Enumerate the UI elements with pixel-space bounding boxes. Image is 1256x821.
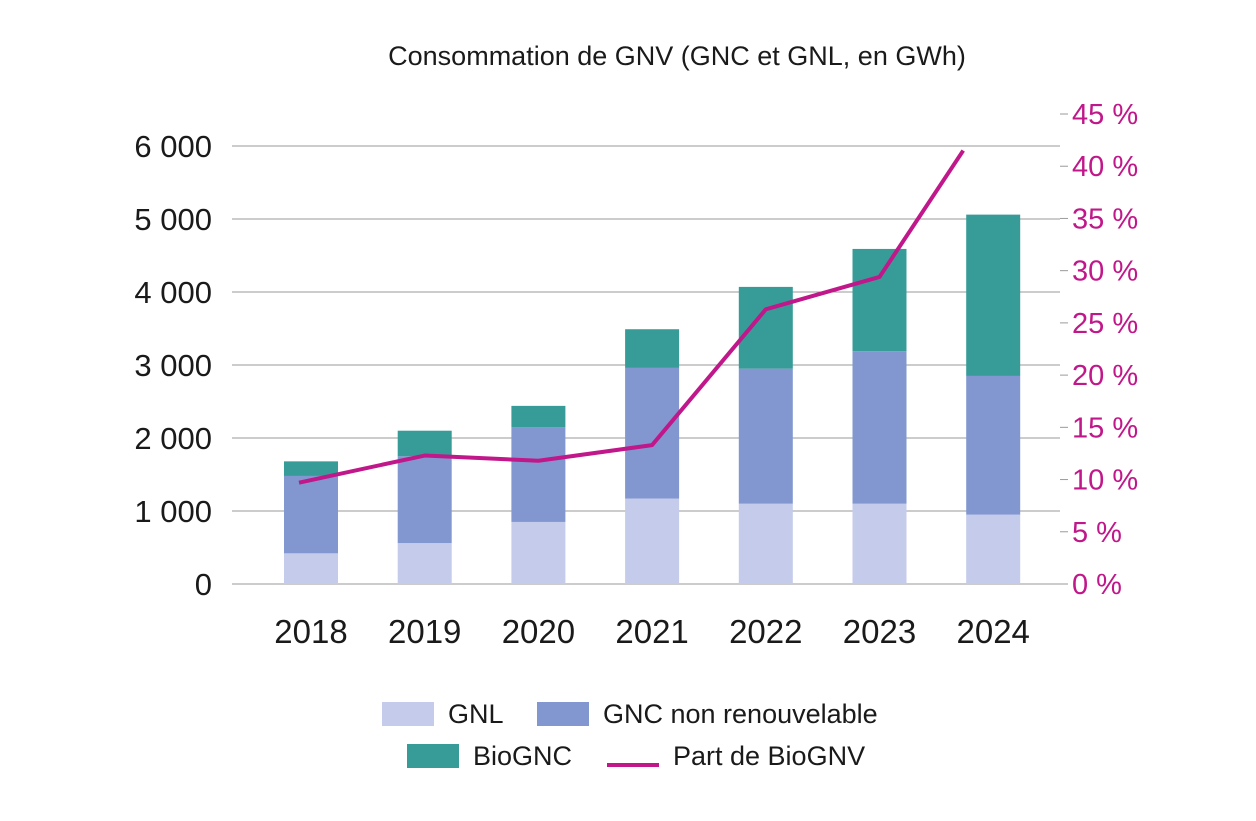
x-tick-label: 2024: [956, 613, 1029, 650]
x-axis: 2018 2019 2020 2021 2022 2023 2024: [274, 613, 1030, 650]
bar-gnc-non-renouvelable-2018: [284, 475, 338, 554]
legend-swatch-gnc-non-renouvelable: [537, 702, 589, 726]
y2-tick-label: 35 %: [1072, 203, 1138, 235]
bar-gnc-non-renouvelable-2022: [738, 368, 793, 504]
y-tick-label: 2 000: [134, 421, 212, 456]
y-axis-right: 0 % 5 % 10 % 15 % 20 % 25 % 30 % 35 % 40 % 45 %: [1060, 99, 1138, 601]
y2-tick-label: 10 %: [1072, 465, 1138, 497]
y-axis-left: 0 1 000 2 000 3 000 4 000 5 000 6 000: [134, 129, 212, 602]
bar-biognc-2021: [625, 329, 680, 368]
legend-swatch-gnl: [382, 702, 434, 726]
x-tick-label: 2020: [502, 613, 575, 650]
y-tick-label: 5 000: [134, 202, 212, 237]
bar-biognc-2024: [966, 214, 1021, 376]
y2-tick-label: 30 %: [1072, 256, 1138, 288]
x-tick-label: 2021: [615, 613, 688, 650]
y2-tick-label: 40 %: [1072, 151, 1138, 183]
bar-gnc-non-renouvelable-2020: [511, 427, 566, 522]
bar-gnl-2023: [852, 503, 907, 584]
bar-biognc-2020: [511, 405, 566, 428]
bar-gnl-2019: [397, 543, 452, 584]
y2-tick-label: 25 %: [1072, 308, 1138, 340]
bar-biognc-2022: [738, 286, 793, 369]
bar-gnl-2020: [511, 521, 566, 584]
bar-gnc-non-renouvelable-2021: [625, 367, 680, 499]
legend-label: Part de BioGNV: [673, 741, 865, 771]
y2-tick-label: 20 %: [1072, 360, 1138, 392]
y-tick-label: 3 000: [134, 348, 212, 383]
legend-label: GNL: [448, 699, 504, 729]
chart-title: Consommation de GNV (GNC et GNL, en GWh): [388, 41, 966, 71]
bar-gnc-non-renouvelable-2019: [397, 456, 452, 544]
bar-biognc-2023: [852, 248, 907, 352]
bar-biognc-2019: [397, 430, 452, 457]
bar-gnc-non-renouvelable-2023: [852, 351, 907, 504]
bar-gnc-non-renouvelable-2024: [966, 375, 1021, 515]
bar-gnl-2021: [625, 498, 680, 584]
bar-gnl-2024: [966, 514, 1021, 584]
share-line: [298, 149, 965, 485]
legend-label: GNC non renouvelable: [603, 699, 878, 729]
y-tick-label: 6 000: [134, 129, 212, 164]
x-tick-label: 2023: [843, 613, 916, 650]
y-tick-label: 1 000: [134, 494, 212, 529]
x-tick-label: 2018: [274, 613, 347, 650]
y2-tick-label: 5 %: [1072, 517, 1122, 549]
y-tick-label: 4 000: [134, 275, 212, 310]
x-tick-label: 2019: [388, 613, 461, 650]
legend-swatch-biognc: [407, 744, 459, 768]
legend-label: BioGNC: [473, 741, 572, 771]
y2-tick-label: 45 %: [1072, 99, 1138, 131]
bar-gnl-2018: [284, 553, 338, 584]
y2-tick-label: 0 %: [1072, 569, 1122, 601]
bar-gnl-2022: [738, 503, 793, 584]
bars: [284, 214, 1021, 584]
line-part-de-biognv: [298, 149, 965, 485]
y2-tick-label: 15 %: [1072, 412, 1138, 444]
y-tick-label: 0: [195, 567, 212, 602]
legend: GNL GNC non renouvelable BioGNC Part de Bio…: [382, 699, 878, 771]
x-tick-label: 2022: [729, 613, 802, 650]
bar-biognc-2018: [284, 461, 338, 476]
